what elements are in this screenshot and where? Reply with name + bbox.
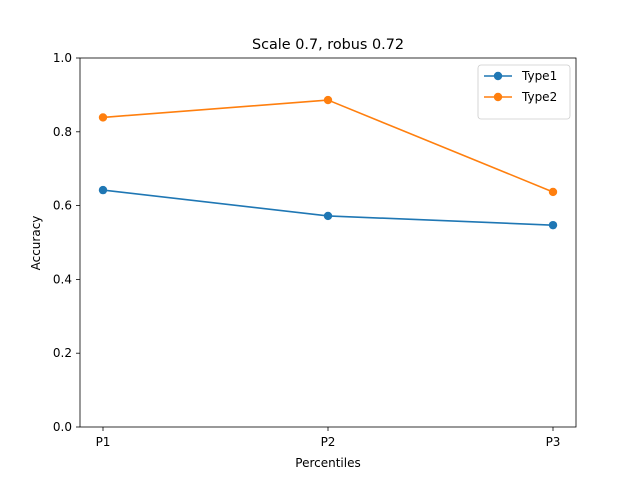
y-tick-label-5: 1.0 <box>53 51 72 65</box>
x-tick-label-2: P3 <box>546 435 561 449</box>
y-tick-label-3: 0.6 <box>53 199 72 213</box>
y-tick-label-4: 0.8 <box>53 125 72 139</box>
legend-marker-type1 <box>493 71 503 81</box>
x-tick-label-1: P2 <box>321 435 336 449</box>
y-tick-label-0: 0.0 <box>53 420 72 434</box>
data-point-type2-1 <box>323 95 333 105</box>
plot-area: 0.0 0.2 0.4 0.6 0.8 1.0 P1 P2 P3 <box>53 51 577 449</box>
data-point-type2-0 <box>98 113 108 122</box>
chart-title: Scale 0.7, robus 0.72 <box>252 37 404 53</box>
y-tick-label-1: 0.2 <box>53 346 72 360</box>
y-axis-label: Accuracy <box>29 216 43 271</box>
legend-marker-type2 <box>493 92 503 102</box>
x-tick-label-0: P1 <box>96 435 111 449</box>
axes-frame <box>79 57 577 428</box>
legend-label-type1: Type1 <box>521 69 557 83</box>
legend-label-type2: Type2 <box>521 90 557 104</box>
data-point-type1-1 <box>323 211 333 221</box>
data-point-type1-0 <box>98 185 108 195</box>
data-point-type2-2 <box>548 187 558 197</box>
data-point-type1-2 <box>548 220 558 230</box>
x-axis-label: Percentiles <box>295 456 360 470</box>
y-tick-label-2: 0.4 <box>53 272 72 286</box>
legend: Type1 Type2 <box>477 64 571 120</box>
